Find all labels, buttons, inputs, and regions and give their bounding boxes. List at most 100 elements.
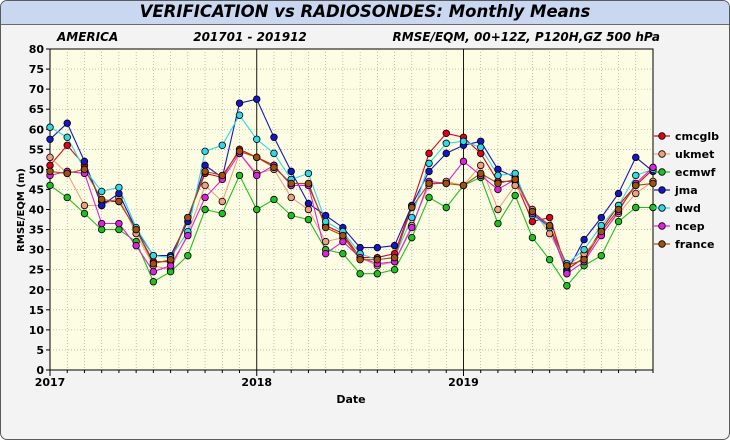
data-point-france	[132, 225, 140, 234]
subtitle-metric: RMSE/EQM, 00+12Z, P120H,GZ 500 hPa	[393, 30, 660, 44]
data-point-france	[408, 203, 416, 212]
legend-label-cmcglb: cmcglb	[675, 130, 719, 143]
data-point-dwd	[408, 213, 416, 222]
data-point-dwd	[253, 135, 261, 143]
data-point-dwd	[304, 169, 313, 178]
x-axis-label: Date	[336, 393, 365, 406]
data-point-france	[442, 179, 450, 188]
data-point-ecmwf	[511, 191, 519, 200]
data-point-france	[477, 169, 485, 178]
data-point-ukmet	[201, 181, 209, 190]
data-point-france	[166, 255, 175, 264]
data-point-jma	[390, 241, 399, 250]
data-point-ncep	[563, 270, 571, 278]
data-point-ecmwf	[597, 251, 606, 260]
legend-label-ncep: ncep	[675, 220, 705, 233]
data-point-dwd	[632, 171, 640, 180]
data-point-ukmet	[511, 181, 519, 190]
data-point-jma	[373, 243, 382, 252]
data-point-jma	[80, 157, 89, 166]
data-point-dwd	[511, 169, 519, 178]
data-point-ecmwf	[235, 171, 244, 180]
data-point-france	[149, 259, 158, 268]
data-point-france	[115, 197, 123, 206]
data-point-ecmwf	[425, 193, 433, 202]
legend-marker-dwd	[658, 204, 666, 212]
data-point-france	[649, 179, 657, 188]
data-point-cmcglb	[545, 213, 554, 222]
y-tick-label: 35	[29, 224, 44, 237]
y-tick-label: 20	[29, 284, 45, 297]
y-tick-label: 10	[29, 324, 45, 337]
data-point-ukmet	[46, 153, 54, 162]
data-point-france	[201, 167, 209, 176]
data-point-ecmwf	[339, 249, 347, 258]
data-point-ukmet	[545, 229, 554, 238]
data-point-dwd	[477, 143, 485, 152]
data-point-france	[63, 169, 71, 178]
data-point-france	[597, 227, 606, 236]
legend-label-ukmet: ukmet	[675, 148, 714, 161]
data-point-dwd	[235, 111, 244, 119]
data-point-ecmwf	[494, 219, 502, 228]
data-point-ecmwf	[166, 267, 175, 276]
data-point-france	[494, 179, 502, 188]
data-point-dwd	[442, 139, 450, 147]
subtitle-period: 201701 - 201912	[193, 30, 307, 44]
data-point-ukmet	[494, 205, 502, 214]
data-point-france	[184, 213, 192, 222]
data-point-ukmet	[477, 161, 485, 170]
data-point-ecmwf	[46, 181, 54, 190]
legend-marker-cmcglb	[658, 132, 666, 140]
legend-marker-ukmet	[658, 150, 666, 158]
data-point-ukmet	[632, 189, 640, 198]
x-tick-label: 2019	[448, 376, 479, 389]
data-point-france	[218, 171, 226, 180]
y-tick-label: 50	[29, 163, 45, 176]
chart-title: VERIFICATION vs RADIOSONDES: Monthly Mea…	[139, 2, 591, 21]
y-tick-label: 45	[29, 183, 44, 196]
legend: cmcglb ukmet ecmwf jma dwd ncep france	[654, 130, 719, 251]
data-point-france	[580, 255, 588, 264]
data-point-jma	[580, 235, 588, 244]
data-point-france	[563, 261, 571, 270]
data-point-cmcglb	[46, 161, 54, 170]
series-group	[46, 95, 657, 290]
data-point-france	[373, 255, 382, 264]
data-point-ecmwf	[63, 193, 71, 202]
data-point-ecmwf	[390, 265, 399, 274]
legend-label-ecmwf: ecmwf	[675, 166, 716, 179]
data-point-jma	[614, 189, 623, 198]
y-tick-label: 15	[29, 304, 44, 317]
data-point-ecmwf	[287, 211, 295, 220]
data-point-france	[425, 179, 433, 188]
y-tick-label: 70	[29, 83, 45, 96]
y-tick-label: 75	[29, 63, 44, 76]
data-point-ncep	[408, 223, 416, 232]
data-point-dwd	[149, 251, 158, 260]
data-point-ecmwf	[528, 233, 537, 242]
data-point-cmcglb	[425, 149, 433, 158]
data-point-ncep	[97, 219, 106, 228]
data-point-france	[614, 205, 623, 214]
data-point-ecmwf	[614, 217, 623, 226]
data-point-dwd	[218, 141, 226, 149]
legend-marker-ncep	[658, 222, 666, 230]
data-point-france	[339, 231, 347, 240]
data-point-cmcglb	[477, 149, 485, 158]
x-tick-label: 2018	[241, 376, 272, 389]
data-point-dwd	[201, 147, 209, 156]
data-point-ecmwf	[253, 205, 261, 214]
data-point-ukmet	[321, 237, 330, 246]
data-point-ecmwf	[373, 270, 382, 278]
data-point-jma	[201, 161, 209, 170]
y-axis-label: RMSE/EQM (m)	[16, 168, 27, 252]
data-point-ecmwf	[304, 215, 313, 224]
legend-label-dwd: dwd	[675, 202, 701, 215]
legend-marker-ecmwf	[658, 168, 666, 176]
data-point-jma	[477, 137, 485, 145]
y-tick-label: 55	[29, 143, 44, 156]
y-tick-label: 25	[29, 264, 44, 277]
data-point-dwd	[63, 133, 71, 141]
data-point-france	[235, 147, 244, 156]
